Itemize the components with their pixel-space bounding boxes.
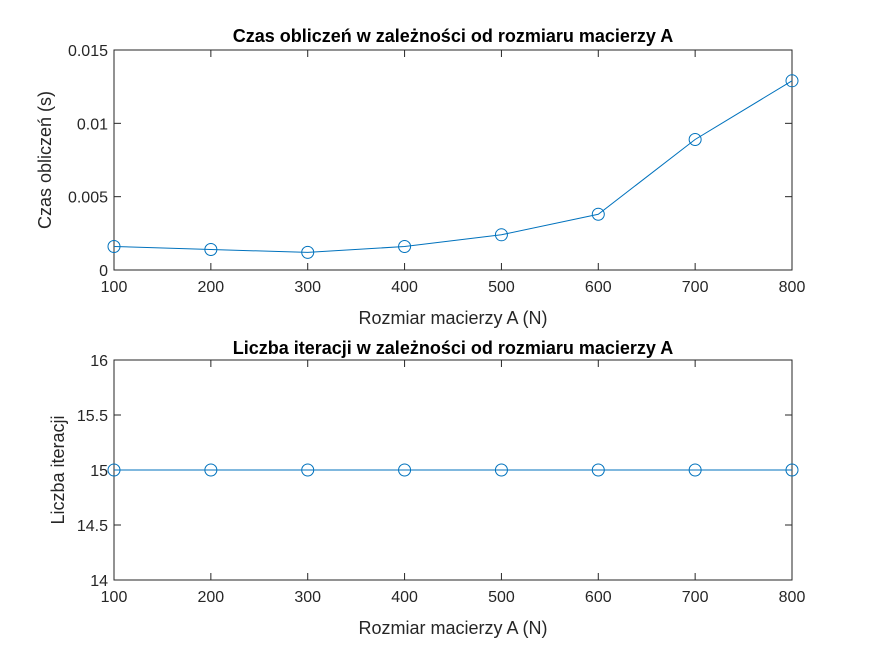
x-tick-label: 500 [488, 279, 515, 296]
data-point [107, 463, 121, 477]
x-tick-label: 800 [779, 589, 806, 606]
x-tick-label: 700 [682, 589, 709, 606]
ticks-iteration-count [113, 359, 793, 581]
axes-box-computation-time [113, 49, 793, 271]
y-tick-label: 14 [90, 573, 108, 590]
x-tick-label: 300 [294, 279, 321, 296]
x-tick-label: 200 [198, 589, 225, 606]
x-tick-label: 600 [585, 279, 612, 296]
chart-title-computation-time: Czas obliczeń w zależności od rozmiaru m… [233, 26, 673, 46]
y-tick-label: 0.015 [68, 43, 108, 60]
y-tick-label: 0 [99, 263, 108, 280]
data-point [204, 242, 218, 256]
x-axis-label-iteration-count: Rozmiar macierzy A (N) [358, 618, 547, 638]
x-tick-label: 400 [391, 589, 418, 606]
data-point [398, 463, 412, 477]
x-tick-label: 300 [294, 589, 321, 606]
ticks-computation-time [113, 49, 793, 271]
series-iteration-count [107, 463, 799, 477]
y-axis-label-computation-time: Czas obliczeń (s) [35, 91, 55, 229]
y-tick-label: 15 [90, 463, 108, 480]
data-point [301, 463, 315, 477]
x-tick-label: 600 [585, 589, 612, 606]
data-point [688, 463, 702, 477]
chart-title-iteration-count: Liczba iteracji w zależności od rozmiaru… [233, 338, 673, 358]
data-point [494, 463, 508, 477]
chart-computation-time: 100 200 300 400 500 600 700 80000.0050.010.015 … [35, 26, 805, 328]
data-point [591, 463, 605, 477]
x-tick-label: 400 [391, 279, 418, 296]
x-tick-label: 500 [488, 589, 515, 606]
chart-iteration-count: 100 200 300 400 500 600 700 800 14 14.5 15 15.5 16 L… [48, 338, 805, 638]
y-tick-label: 14.5 [77, 518, 108, 535]
series-computation-time [107, 74, 799, 259]
y-axis-label-iteration-count: Liczba iteracji [48, 415, 68, 524]
series-line-computation-time [113, 80, 793, 253]
tick-labels-iteration-count: 100 200 300 400 500 600 700 800 14 14.5 15 15.5 16 [77, 353, 806, 606]
y-tick-label: 0.005 [68, 190, 108, 207]
y-tick-label: 0.01 [77, 116, 108, 133]
x-axis-label-computation-time: Rozmiar macierzy A (N) [358, 308, 547, 328]
data-point [301, 245, 315, 259]
data-point [204, 463, 218, 477]
tick-labels-computation-time: 100 200 300 400 500 600 700 800 0 0.005 0.01 0.015 [68, 43, 805, 296]
data-point [688, 132, 702, 146]
data-point [107, 240, 121, 254]
x-tick-label: 200 [198, 279, 225, 296]
y-tick-label: 15.5 [77, 408, 108, 425]
x-tick-label: 800 [779, 279, 806, 296]
y-tick-label: 16 [90, 353, 108, 370]
data-point [494, 228, 508, 242]
x-tick-label: 100 [101, 279, 128, 296]
data-point [398, 240, 412, 254]
data-point [591, 207, 605, 221]
x-tick-label: 700 [682, 279, 709, 296]
data-point [785, 463, 799, 477]
data-point [785, 74, 799, 88]
x-tick-label: 100 [101, 589, 128, 606]
